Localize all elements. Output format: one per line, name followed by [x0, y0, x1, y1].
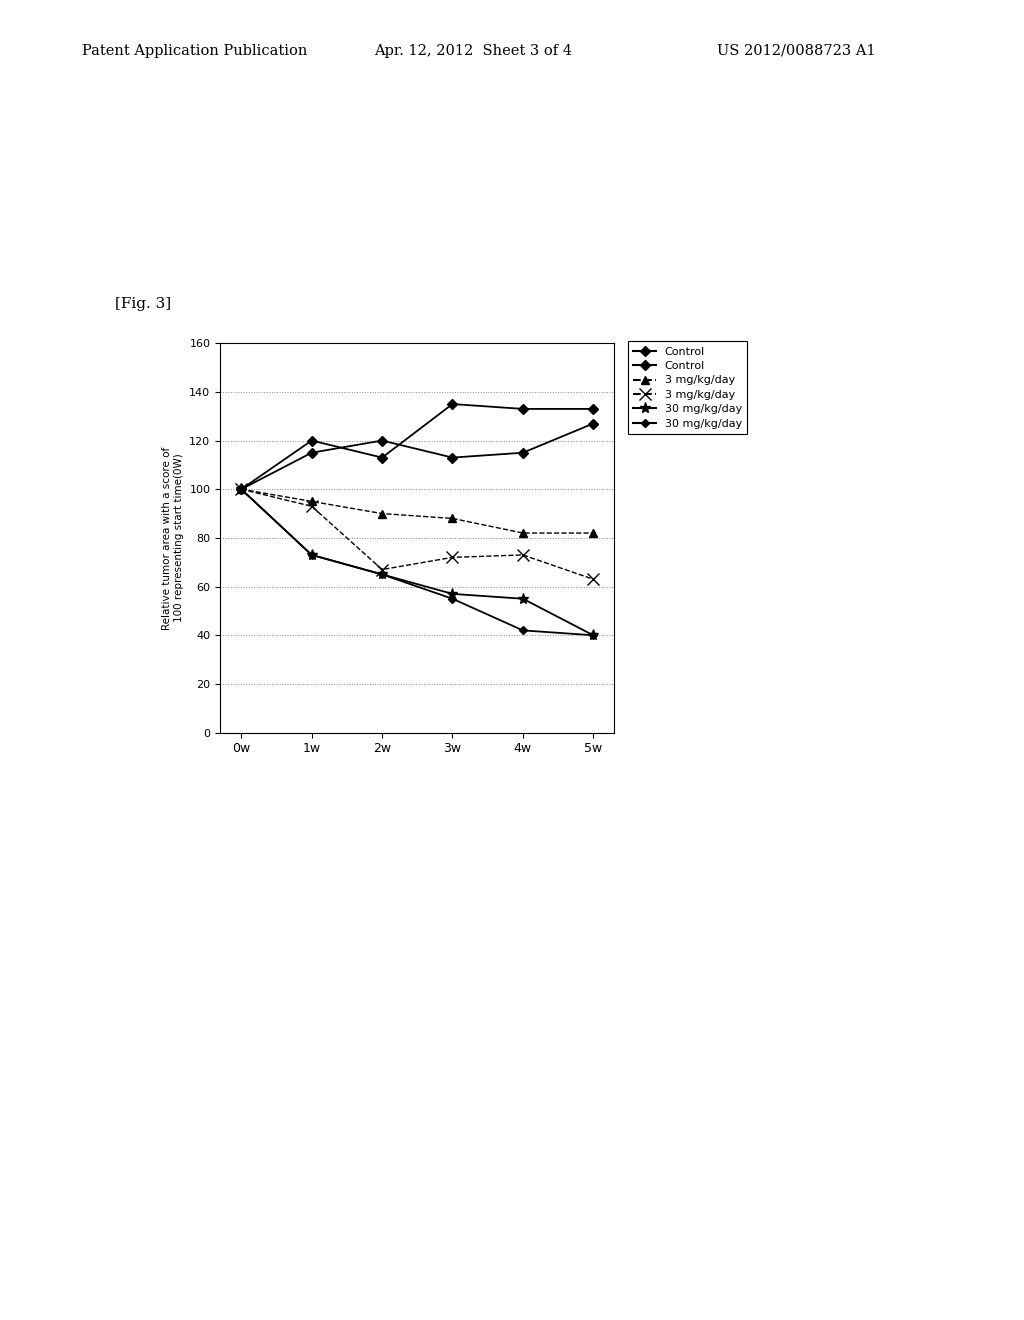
Legend: Control, Control, 3 mg/kg/day, 3 mg/kg/day, 30 mg/kg/day, 30 mg/kg/day: Control, Control, 3 mg/kg/day, 3 mg/kg/d…	[628, 341, 748, 434]
Text: [Fig. 3]: [Fig. 3]	[115, 297, 171, 312]
Text: Apr. 12, 2012  Sheet 3 of 4: Apr. 12, 2012 Sheet 3 of 4	[374, 44, 571, 58]
Y-axis label: Relative tumor area with a score of
100 representing start time(0W): Relative tumor area with a score of 100 …	[162, 446, 183, 630]
Text: Patent Application Publication: Patent Application Publication	[82, 44, 307, 58]
Text: US 2012/0088723 A1: US 2012/0088723 A1	[717, 44, 876, 58]
